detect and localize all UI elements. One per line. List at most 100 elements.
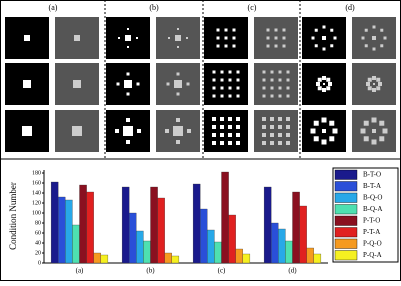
image-spot: [282, 44, 286, 48]
bar: [100, 254, 109, 264]
bar: [278, 228, 286, 264]
image-spot: [220, 125, 224, 129]
image-spot: [314, 44, 318, 48]
image-spot: [322, 36, 326, 40]
image-spot: [74, 35, 80, 41]
image-spot: [326, 86, 331, 91]
image-spot: [212, 78, 216, 82]
image-spot: [236, 70, 240, 74]
image-spot: [311, 36, 315, 40]
image-spot: [372, 25, 376, 29]
image-spot: [232, 44, 236, 48]
image-spot: [363, 136, 369, 142]
image-spot: [186, 37, 188, 39]
image-spot: [330, 28, 334, 32]
image-spot: [323, 83, 325, 85]
bar: [200, 208, 208, 264]
image-spot: [168, 37, 170, 39]
image-spot: [216, 44, 220, 48]
image-spot: [322, 88, 326, 92]
legend-swatch: [334, 215, 358, 226]
image-tile: [254, 110, 298, 152]
bar: [58, 196, 66, 264]
legend-label: B-T-O: [363, 170, 381, 178]
image-spot: [310, 128, 316, 134]
image-spot: [274, 36, 278, 40]
image-spot: [220, 86, 224, 90]
image-spot: [262, 94, 266, 98]
image-spot: [224, 44, 228, 48]
bar: [164, 252, 172, 264]
image-spot: [220, 133, 224, 137]
image-spot: [126, 72, 130, 76]
image-spot: [367, 77, 372, 82]
image-spot: [333, 36, 337, 40]
image-spot: [262, 117, 266, 121]
y-tick-label: 160: [32, 180, 41, 186]
legend-label: P-Q-A: [363, 251, 382, 259]
y-tick-label: 60: [35, 230, 41, 236]
legend-label: B-Q-O: [363, 193, 382, 201]
image-spot: [123, 126, 133, 136]
image-spot: [212, 133, 216, 137]
y-tick-label: 40: [35, 240, 41, 246]
x-tick-label: (a): [76, 267, 84, 275]
y-axis-title: Condition Number: [8, 182, 18, 250]
image-spot: [212, 141, 216, 145]
image-tile: [204, 63, 248, 105]
legend-label: P-T-O: [363, 216, 380, 224]
image-spot: [373, 83, 375, 85]
image-spot: [236, 125, 240, 129]
image-spot: [372, 88, 376, 92]
bar: [263, 186, 272, 264]
image-spot: [270, 86, 274, 90]
image-spot: [176, 118, 180, 122]
image-spot: [364, 44, 368, 48]
image-spot: [316, 82, 320, 86]
bar: [136, 230, 144, 264]
image-spot: [270, 125, 274, 129]
image-spot: [270, 141, 274, 145]
image-spot: [136, 82, 140, 86]
image-spot: [216, 36, 220, 40]
y-tick-label: 180: [32, 170, 41, 176]
image-spot: [332, 128, 338, 134]
image-spot: [175, 35, 181, 41]
image-spot: [286, 70, 290, 74]
image-spot: [313, 120, 319, 126]
bar: [306, 247, 314, 264]
image-spot: [266, 28, 270, 32]
image-spot: [274, 28, 278, 32]
image-spot: [126, 92, 130, 96]
image-spot: [278, 125, 282, 129]
x-tick-label: (d): [288, 267, 297, 275]
image-spot: [278, 78, 282, 82]
image-spot: [212, 70, 216, 74]
bar: [86, 191, 94, 264]
image-spot: [236, 133, 240, 137]
image-spot: [286, 78, 290, 82]
bar: [221, 171, 229, 264]
image-spot: [376, 86, 381, 91]
image-spot: [224, 36, 228, 40]
bar: [93, 252, 101, 264]
legend-swatch: [334, 227, 358, 238]
image-spot: [278, 141, 282, 145]
image-spot: [228, 78, 232, 82]
image-spot: [118, 37, 120, 39]
image-spot: [228, 117, 232, 121]
image-spot: [262, 133, 266, 137]
image-spot: [278, 86, 282, 90]
image-spot: [380, 28, 384, 32]
image-spot: [321, 139, 327, 145]
bar: [235, 248, 243, 264]
image-spot: [220, 117, 224, 121]
bar: [150, 186, 158, 264]
image-spot: [278, 133, 282, 137]
image-spot: [376, 77, 381, 82]
image-spot: [274, 44, 278, 48]
panel-label: (d): [345, 3, 355, 12]
image-spot: [228, 141, 232, 145]
legend-swatch: [334, 169, 358, 180]
